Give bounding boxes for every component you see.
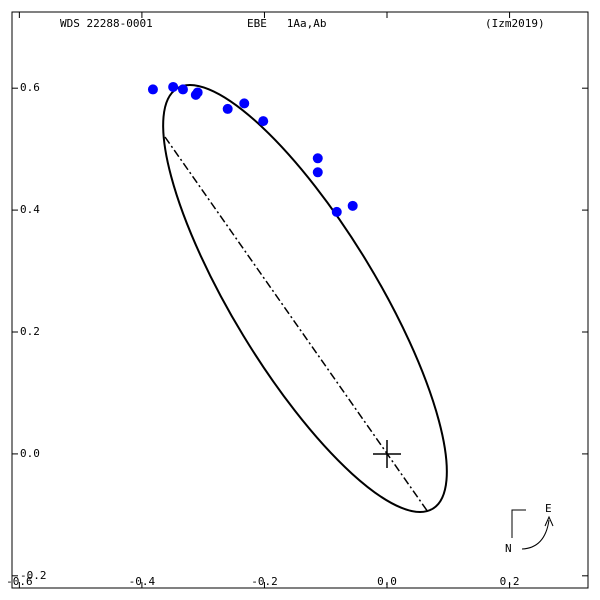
x-tick-label: -0.6 bbox=[6, 575, 33, 588]
observation-point bbox=[347, 200, 358, 211]
y-tick-label: -0.2 bbox=[20, 569, 47, 582]
x-tick-label: 0.0 bbox=[377, 575, 397, 588]
x-tick-label: 0.2 bbox=[500, 575, 520, 588]
orbit bbox=[162, 84, 448, 513]
header-left: WDS 22288-0001 bbox=[60, 17, 153, 30]
line-of-nodes bbox=[164, 136, 429, 513]
compass-arrowhead bbox=[544, 515, 554, 527]
observation-point bbox=[258, 116, 269, 127]
observation-point bbox=[222, 103, 233, 114]
y-tick-label: 0.6 bbox=[20, 81, 40, 94]
compass-axes bbox=[511, 509, 526, 538]
observation-point bbox=[239, 98, 250, 109]
header-right: (Izm2019) bbox=[485, 17, 545, 30]
observation-point bbox=[192, 87, 203, 98]
y-tick-label: 0.2 bbox=[20, 325, 40, 338]
compass-east: E bbox=[545, 502, 552, 515]
observation-point bbox=[312, 153, 323, 164]
y-tick-label: 0.0 bbox=[20, 447, 40, 460]
y-tick-label: 0.4 bbox=[20, 203, 40, 216]
observation-point bbox=[331, 206, 342, 217]
header-center: EBE 1Aa,Ab bbox=[247, 17, 326, 30]
observation-point bbox=[147, 84, 158, 95]
orbit-ellipse bbox=[162, 84, 448, 513]
compass-north: N bbox=[505, 542, 512, 555]
observation-point bbox=[177, 84, 188, 95]
observation-point bbox=[168, 81, 179, 92]
x-tick-label: -0.4 bbox=[129, 575, 156, 588]
x-tick-label: -0.2 bbox=[251, 575, 278, 588]
frame bbox=[11, 11, 589, 589]
compass-arrow bbox=[521, 519, 550, 550]
observation-point bbox=[312, 167, 323, 178]
